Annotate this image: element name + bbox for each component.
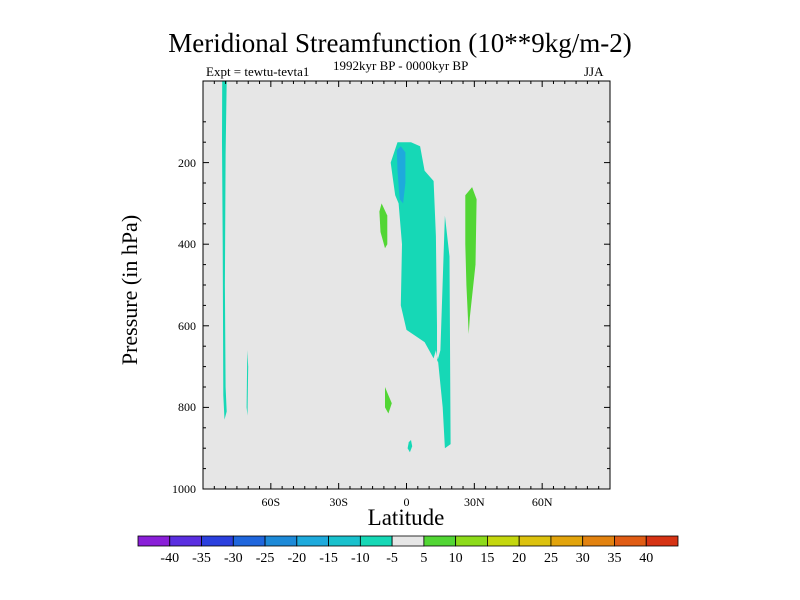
colorbar-swatch — [455, 535, 488, 547]
x-tick-label: 60N — [531, 495, 553, 509]
colorbar-label: 10 — [448, 551, 463, 566]
colorbar-label: -20 — [287, 551, 307, 566]
chart-title: Meridional Streamfunction (10**9kg/m-2) — [168, 28, 632, 58]
period-label: 1992kyr BP - 0000kyr BP — [333, 58, 469, 73]
colorbar-swatch — [359, 535, 393, 547]
contour-region-1 — [246, 350, 249, 416]
contour-region-3 — [396, 146, 406, 204]
colorbar-label: 5 — [420, 551, 428, 566]
colorbar-swatch — [487, 535, 520, 547]
x-tick-label: 0 — [403, 495, 410, 509]
y-axis-label: Pressure (in hPa) — [117, 214, 142, 366]
colorbar-swatch — [169, 535, 202, 547]
y-tick-label: 200 — [178, 155, 196, 170]
colorbar-swatch — [296, 535, 329, 547]
colorbar-swatch — [391, 535, 425, 547]
colorbar-label: -35 — [192, 551, 211, 566]
experiment-label: Expt = tewtu-tevta1 — [206, 64, 310, 79]
y-tick-label: 800 — [178, 400, 196, 415]
colorbar-swatch — [645, 535, 679, 547]
season-label: JJA — [584, 64, 604, 79]
y-tick-label: 1000 — [172, 482, 196, 496]
contour-region-5 — [379, 203, 388, 249]
colorbar-label: 35 — [607, 551, 622, 566]
colorbar-swatch — [614, 535, 647, 547]
y-tick-label: 600 — [178, 318, 196, 333]
colorbar-label: -25 — [255, 551, 275, 566]
colorbar-swatch — [518, 535, 552, 547]
x-tick-label: 60S — [261, 495, 281, 509]
colorbar-swatch — [423, 535, 457, 547]
colorbar-swatch — [201, 535, 234, 547]
x-tick-label: 30N — [463, 495, 485, 509]
colorbar-swatch — [264, 535, 298, 547]
x-tick-label: 30S — [329, 495, 348, 509]
colorbar-label: 25 — [543, 551, 558, 566]
colorbar-label: 20 — [512, 551, 527, 566]
contour-region-2 — [390, 142, 451, 449]
colorbar-swatch — [328, 535, 361, 547]
colorbar-label: -15 — [319, 551, 338, 566]
colorbar-label: 15 — [480, 551, 495, 566]
colorbar-swatch — [582, 535, 615, 547]
colorbar-swatch — [550, 535, 584, 547]
colorbar-swatch — [232, 535, 266, 547]
colorbar-label: 40 — [639, 551, 654, 566]
contour-region-7 — [465, 187, 477, 334]
x-axis-label: Latitude — [367, 505, 445, 530]
colorbar-swatch — [137, 535, 171, 547]
colorbar-label: -10 — [351, 551, 370, 566]
contour-region-6 — [385, 387, 392, 414]
contour-region-4 — [407, 440, 413, 453]
colorbar-label: -30 — [223, 551, 243, 566]
colorbar-label: -40 — [160, 551, 180, 566]
contour-region-0 — [222, 81, 227, 420]
y-tick-label: 400 — [178, 237, 196, 252]
colorbar-label: 30 — [575, 551, 590, 566]
colorbar-label: -5 — [386, 551, 398, 566]
